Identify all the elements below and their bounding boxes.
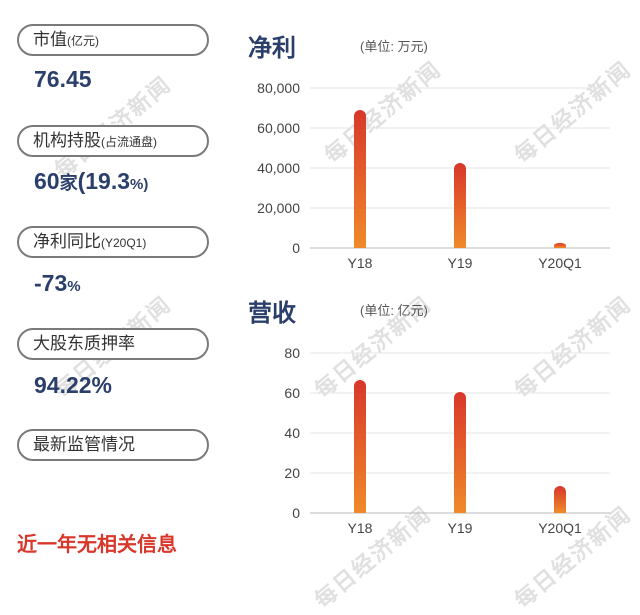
revenue-chart-title: 营收 [248,300,296,327]
institutions-pct-sign: %) [130,176,149,193]
net-profit-x-tick-label: Y19 [448,255,473,271]
net-profit-yoy-number: -73 [34,270,68,296]
institutions-value: 60家(19.3%) [34,168,148,195]
revenue-chart: 0 20 40 60 80 Y18 Y19 Y20Q1 [284,345,610,536]
net-profit-x-tick-label: Y18 [348,255,373,271]
net-profit-yoy-unit: % [67,278,81,295]
net-profit-chart-title: 净利 [248,35,296,62]
net-profit-y-tick-label: 40,000 [257,160,300,176]
net-profit-yoy-label: 净利同比 [33,232,101,251]
revenue-y-tick-label: 0 [292,505,300,521]
supervision-label: 最新监管情况 [33,435,135,454]
revenue-y-tick-label: 60 [284,385,300,401]
revenue-bar-y19 [454,392,466,513]
no-info-notice: 近一年无相关信息 [17,534,177,556]
revenue-y-tick-label: 80 [284,345,300,361]
institutions-count: 60 [34,168,60,194]
net-profit-y-tick-label: 0 [292,240,300,256]
net-profit-bar-y20q1 [554,243,566,248]
pledge-ratio-value: 94.22% [34,372,113,398]
net-profit-yoy-period: (Y20Q1) [101,236,147,250]
institutions-count-unit: 家 [59,173,78,193]
net-profit-chart: 0 20,000 40,000 60,000 80,000 Y18 Y19 Y20Q1 [257,80,610,271]
left-panel: 市值(亿元) 76.45 机构持股(占流通盘) 60家(19.3%) 净利同比(… [0,0,230,577]
institutions-unit: (占流通盘) [101,135,157,149]
revenue-bar-y20q1 [554,486,566,513]
net-profit-y-tick-label: 60,000 [257,120,300,136]
net-profit-y-tick-label: 80,000 [257,80,300,96]
pledge-ratio-pill: 大股东质押率 [17,328,209,360]
market-cap-value: 76.45 [34,66,92,92]
market-cap-pill: 市值(亿元) [17,24,209,56]
revenue-x-tick-label: Y20Q1 [538,520,582,536]
revenue-bar-y18 [354,380,366,513]
institutions-pct: (19.3 [77,168,131,194]
market-cap-label: 市值 [33,30,67,49]
net-profit-bar-y18 [354,110,366,248]
institutions-pill: 机构持股(占流通盘) [17,125,209,157]
net-profit-yoy-value: -73% [34,270,81,297]
net-profit-x-tick-label: Y20Q1 [538,255,582,271]
revenue-y-tick-label: 20 [284,465,300,481]
net-profit-y-tick-label: 20,000 [257,200,300,216]
market-cap-unit: (亿元) [67,34,99,48]
revenue-chart-unit: (单位: 亿元) [360,303,428,318]
revenue-y-tick-label: 40 [284,425,300,441]
net-profit-bar-y19 [454,163,466,248]
net-profit-yoy-pill: 净利同比(Y20Q1) [17,226,209,258]
pledge-ratio-label: 大股东质押率 [33,334,135,353]
net-profit-chart-unit: (单位: 万元) [360,39,428,54]
revenue-x-tick-label: Y19 [448,520,473,536]
revenue-x-tick-label: Y18 [348,520,373,536]
supervision-pill[interactable]: 最新监管情况 [17,429,209,461]
institutions-label: 机构持股 [33,131,101,150]
